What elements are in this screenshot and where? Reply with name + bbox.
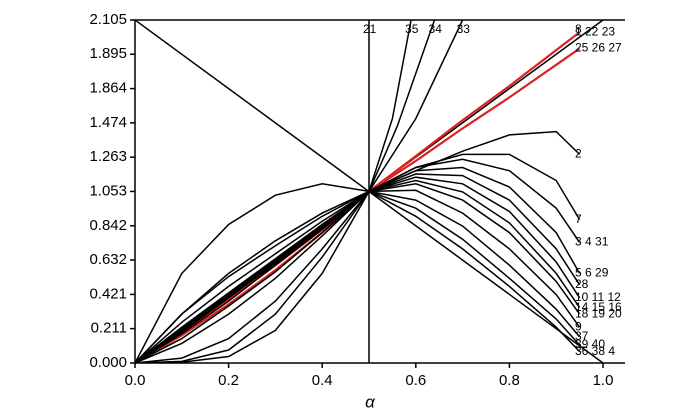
series-label: 3 4 31 <box>575 235 609 249</box>
series-label: 34 <box>429 22 443 36</box>
series-line <box>135 190 581 363</box>
series-line <box>135 130 581 363</box>
series-label: 28 <box>575 277 589 291</box>
y-tick-label: 1.864 <box>89 80 127 97</box>
y-tick-label: 1.474 <box>89 114 127 131</box>
series-line <box>135 20 464 363</box>
x-tick-label: 0.6 <box>405 372 426 389</box>
series-label: 36 38 4 <box>575 344 615 358</box>
series-label: 37 <box>575 329 589 343</box>
series-label: 21 <box>363 22 377 36</box>
series-line <box>135 190 581 363</box>
series-label: 8 <box>575 22 582 36</box>
series-label: 10 11 12 <box>575 290 621 304</box>
series-label: 2 <box>575 147 582 161</box>
y-tick-label: 0.632 <box>89 251 127 268</box>
y-tick-label: 0.000 <box>89 354 127 371</box>
x-tick-label: 0.2 <box>218 372 239 389</box>
series-label: 9 <box>575 319 582 333</box>
series-label: 18 19 20 <box>575 306 622 320</box>
series-label: 1 22 23 <box>575 24 615 38</box>
x-tick-label: 0.0 <box>125 372 146 389</box>
series-line <box>135 190 581 363</box>
series-label: 7 <box>575 212 582 226</box>
x-tick-label: 0.4 <box>312 372 333 389</box>
series-line <box>135 20 436 363</box>
y-tick-label: 0.211 <box>91 320 127 337</box>
y-tick-label: 0.842 <box>89 217 127 234</box>
series-line <box>135 20 412 363</box>
x-tick-label: 0.8 <box>499 372 520 389</box>
series-label: 25 26 27 <box>575 41 622 55</box>
y-tick-label: 1.263 <box>89 148 127 165</box>
y-tick-label: 1.895 <box>89 45 127 62</box>
series-label: 33 <box>457 22 471 36</box>
y-tick-label: 0.421 <box>89 285 127 302</box>
y-tick-label: 2.105 <box>89 11 127 28</box>
series-line <box>135 20 604 363</box>
series-label: 35 <box>405 22 419 36</box>
y-tick-label: 1.053 <box>89 182 127 199</box>
x-tick-label: 1.0 <box>593 372 614 389</box>
series-label: 14 15 16 <box>575 300 622 314</box>
x-axis-label: α <box>365 392 376 411</box>
series-label: 5 6 29 <box>575 266 609 280</box>
